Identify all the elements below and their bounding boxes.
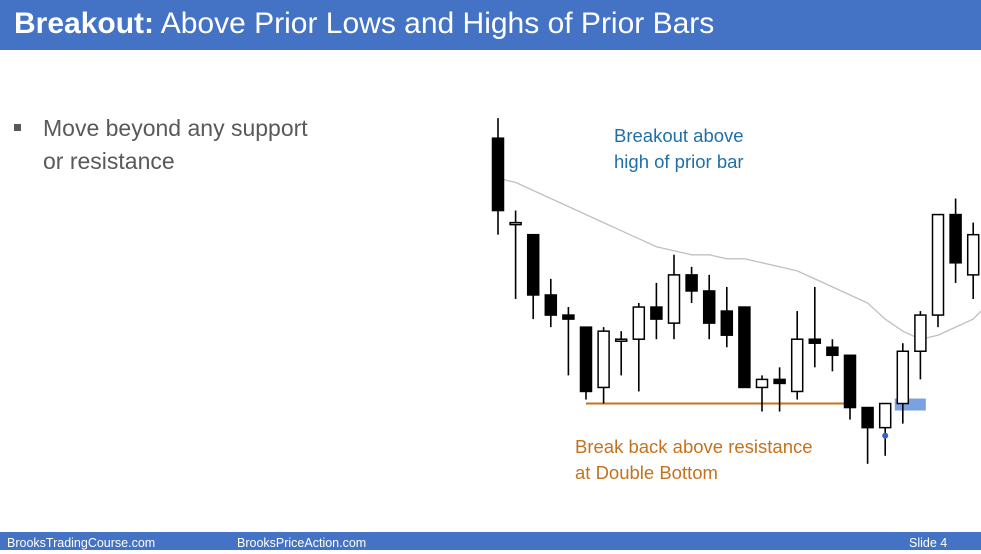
bear-candle <box>579 326 593 393</box>
bull-candle <box>878 402 892 429</box>
bull-candle <box>667 274 681 324</box>
title-keyword: Breakout: <box>14 7 155 40</box>
bear-candle <box>720 310 734 336</box>
candlestick-chart <box>491 118 981 464</box>
bull-candle <box>597 330 610 389</box>
bullet-list: Move beyond any support or resistance <box>14 112 314 178</box>
bear-candle <box>685 274 698 292</box>
bull-candle <box>896 350 910 405</box>
double-bottom-annotation: Break back above resistance at Double Bo… <box>575 436 813 483</box>
footer-link-middle[interactable]: BrooksPriceAction.com <box>237 536 367 550</box>
bullet-text: Move beyond any support or resistance <box>43 115 308 174</box>
moving-average-line <box>497 177 981 340</box>
bull-candle <box>966 233 980 276</box>
bull-candle <box>509 221 522 226</box>
bull-candle <box>931 213 945 316</box>
bear-candle <box>808 338 822 344</box>
bear-candle <box>773 378 786 385</box>
bear-candle <box>491 137 505 212</box>
footer: BrooksTradingCourse.com BrooksPriceActio… <box>0 532 981 550</box>
bull-candle <box>755 378 769 389</box>
bear-candle <box>861 406 874 429</box>
slide-title: Breakout: Above Prior Lows and Highs of … <box>0 0 981 50</box>
entry-dot <box>882 432 889 439</box>
slide-number: Slide 4 <box>909 536 948 550</box>
bear-candle <box>544 294 558 316</box>
bear-candle <box>650 306 663 320</box>
title-text: Above Prior Lows and Highs of Prior Bars <box>154 7 715 40</box>
breakout-annotation: Breakout above high of prior bar <box>614 125 744 172</box>
bull-candle <box>790 338 804 393</box>
bear-candle <box>843 354 857 409</box>
bull-candle <box>614 338 628 342</box>
bear-candle <box>949 213 962 264</box>
bull-candle <box>632 306 646 340</box>
bear-candle <box>738 306 751 389</box>
bear-candle <box>826 346 839 357</box>
bear-candle <box>526 233 540 296</box>
bear-candle <box>702 290 716 324</box>
bullet-item: Move beyond any support or resistance <box>14 112 314 178</box>
footer-link-left[interactable]: BrooksTradingCourse.com <box>7 536 156 550</box>
square-bullet-icon <box>14 124 21 131</box>
bear-candle <box>562 314 575 320</box>
bull-candle <box>914 314 927 353</box>
